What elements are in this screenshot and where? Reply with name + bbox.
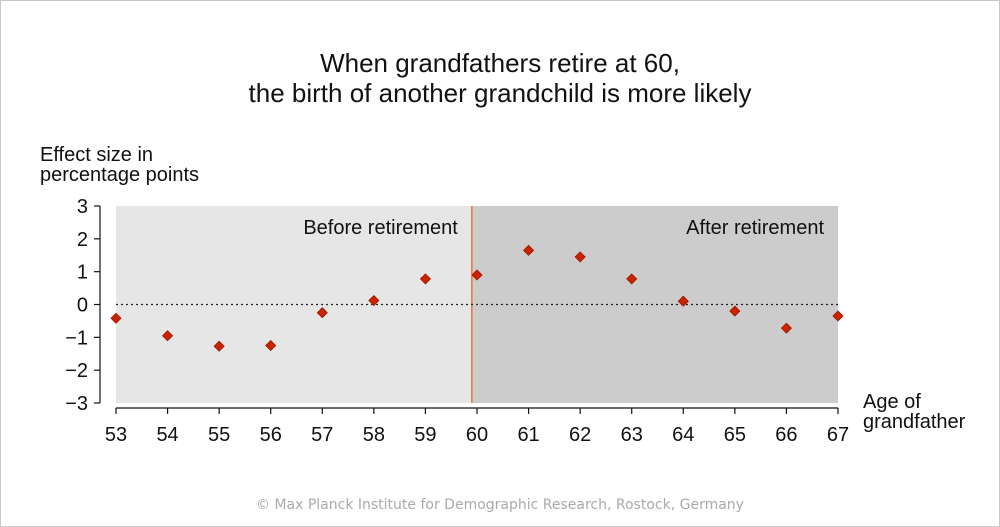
x-tick-label: 54 bbox=[156, 424, 178, 446]
data-point bbox=[677, 295, 689, 307]
x-tick-label: 60 bbox=[466, 424, 488, 446]
x-tick-label: 65 bbox=[724, 424, 746, 446]
y-axis-label: Effect size in percentage points bbox=[40, 145, 199, 185]
y-tick-label: 3 bbox=[77, 196, 88, 218]
y-tick-label: −3 bbox=[65, 393, 88, 415]
x-tick-label: 66 bbox=[775, 424, 797, 446]
data-point bbox=[162, 330, 174, 342]
y-tick-label: −1 bbox=[65, 327, 88, 349]
x-axis-label: Age of grandfather bbox=[863, 392, 965, 432]
x-tick-label: 58 bbox=[363, 424, 385, 446]
y-axis-label-line-2: percentage points bbox=[40, 164, 200, 186]
copyright-credit: © Max Planck Institute for Demographic R… bbox=[256, 497, 744, 513]
y-tick-label: 0 bbox=[77, 295, 88, 317]
data-point bbox=[780, 322, 792, 334]
region-label-before: Before retirement bbox=[303, 217, 458, 239]
data-point bbox=[316, 307, 328, 319]
data-point bbox=[832, 310, 844, 322]
data-point bbox=[213, 340, 225, 352]
x-tick-label: 53 bbox=[105, 424, 127, 446]
y-axis-label-line-1: Effect size in bbox=[40, 144, 154, 166]
chart-title: When grandfathers retire at 60, the birt… bbox=[0, 48, 1000, 108]
data-point bbox=[729, 305, 741, 317]
x-tick-label: 64 bbox=[672, 424, 694, 446]
title-line-2: the birth of another grandchild is more … bbox=[248, 78, 752, 108]
data-point bbox=[471, 269, 483, 281]
data-point bbox=[368, 294, 380, 307]
data-point bbox=[574, 251, 586, 263]
y-tick-label: −2 bbox=[65, 360, 88, 382]
x-tick-label: 62 bbox=[569, 424, 591, 446]
data-point bbox=[419, 273, 431, 285]
x-tick-label: 55 bbox=[208, 424, 230, 446]
data-point bbox=[110, 312, 122, 324]
x-tick-label: 63 bbox=[621, 424, 643, 446]
data-point bbox=[523, 244, 535, 256]
x-axis-label-line-1: Age of bbox=[863, 391, 921, 413]
x-tick-label: 59 bbox=[414, 424, 436, 446]
y-tick-label: 2 bbox=[77, 229, 88, 251]
data-point bbox=[265, 339, 277, 352]
title-line-1: When grandfathers retire at 60, bbox=[320, 48, 680, 78]
x-tick-label: 56 bbox=[260, 424, 282, 446]
data-point bbox=[626, 273, 638, 285]
y-tick-label: 1 bbox=[77, 262, 88, 284]
x-tick-label: 67 bbox=[827, 424, 849, 446]
region-label-after: After retirement bbox=[686, 217, 824, 239]
x-axis-label-line-2: grandfather bbox=[863, 411, 966, 433]
x-tick-label: 57 bbox=[311, 424, 333, 446]
x-tick-label: 61 bbox=[517, 424, 539, 446]
